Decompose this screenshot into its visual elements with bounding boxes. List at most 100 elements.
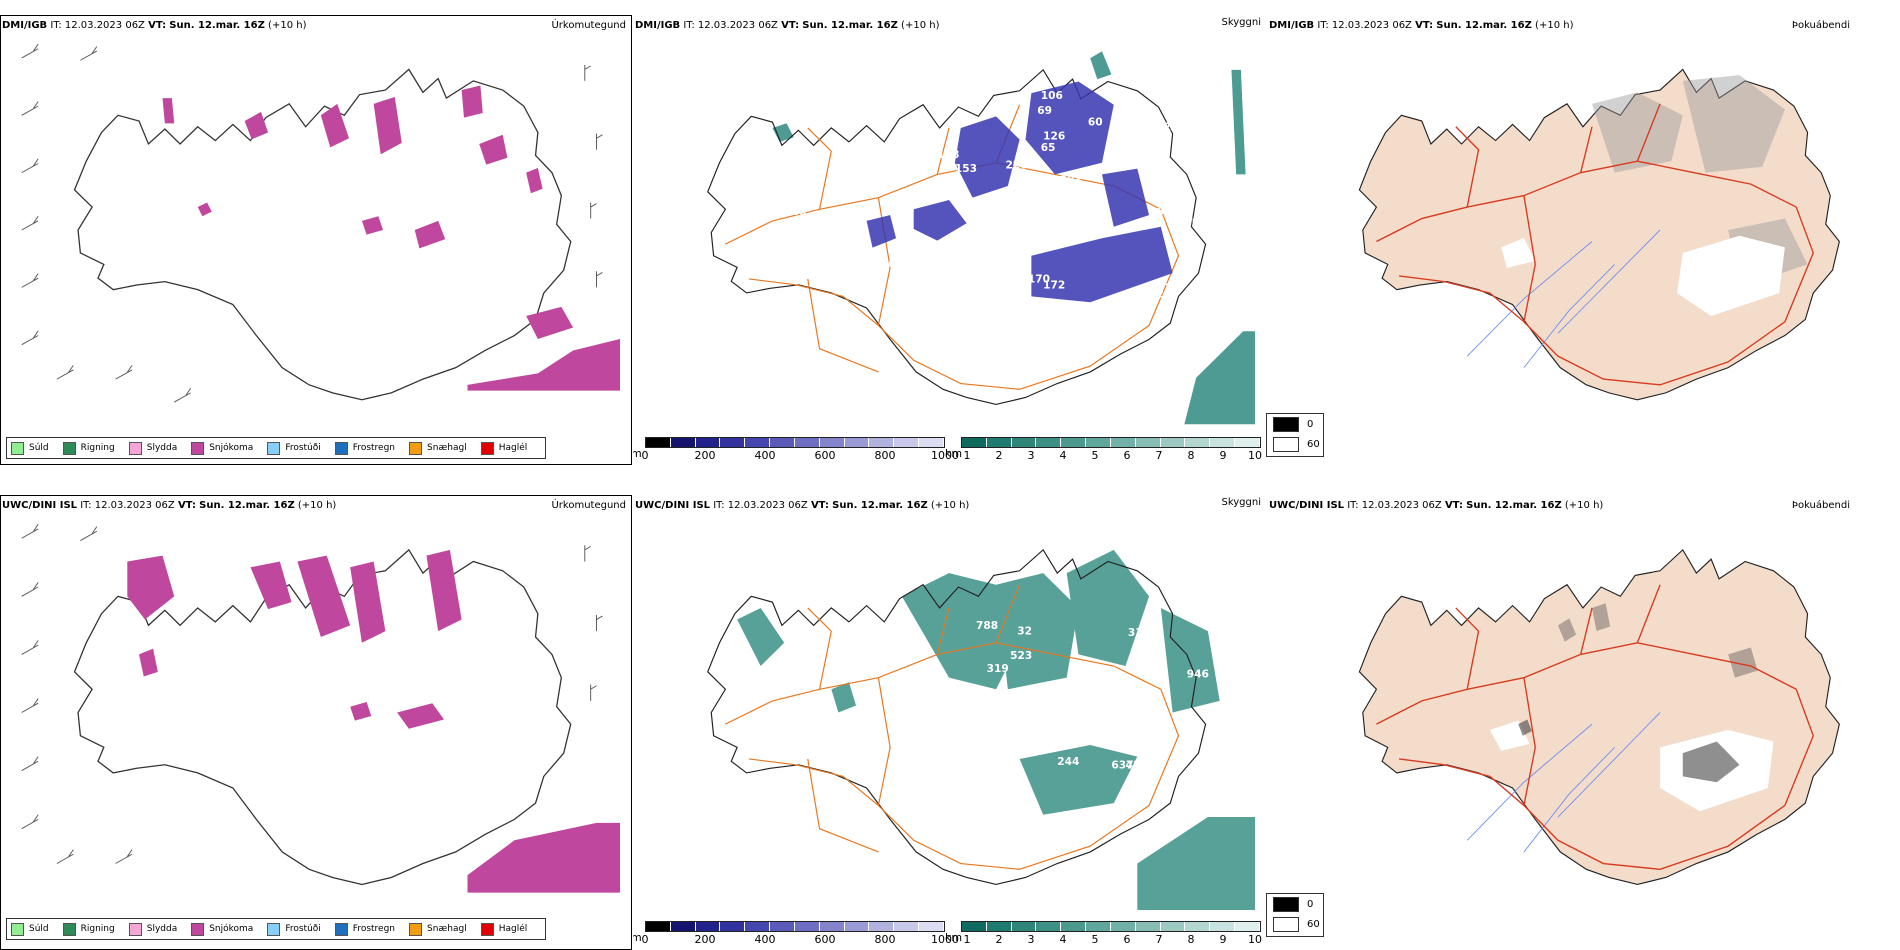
field-title: Úrkomutegund	[551, 500, 626, 511]
panel-header: UWC/DINI ISL IT: 12.03.2023 06Z VT: Sun.…	[1269, 500, 1850, 511]
cloud-base-label: 233	[1155, 179, 1177, 191]
cloud-base-label: 153	[955, 163, 977, 175]
visibility-colorbar: 1 2 3 4 5 6 7 8 9 10 km	[945, 437, 1262, 462]
fog-index-panel-dini: UWC/DINI ISL IT: 12.03.2023 06Z VT: Sun.…	[1267, 480, 1900, 950]
legend-item: Rigning	[62, 441, 115, 455]
legend-item: Haglél	[480, 922, 527, 936]
glaciers	[1489, 720, 1774, 812]
panel-header: DMI/IGB IT: 12.03.2023 06Z VT: Sun. 12.m…	[635, 20, 940, 31]
cloud-base-label: 220	[1005, 160, 1027, 172]
panel-header: DMI/IGB IT: 12.03.2023 06Z VT: Sun. 12.m…	[1269, 20, 1850, 31]
cloud-base-label: 132	[1149, 121, 1171, 133]
wind-barbs	[21, 524, 603, 864]
cloud-base-label: 143	[916, 253, 938, 265]
panel-header: UWC/DINI ISL IT: 12.03.2023 06Z VT: Sun.…	[2, 500, 626, 511]
cloud-base-label: 171	[991, 267, 1013, 279]
cloud-base-label: 411	[1126, 759, 1148, 771]
iceland-precip-map	[21, 524, 620, 893]
cloud-base-label: 196	[874, 258, 896, 270]
field-title: Skyggni	[1221, 497, 1261, 508]
colorbar-tick: 800	[874, 933, 896, 946]
legend-item: Frostúði	[267, 441, 321, 455]
colorbar-unit: m	[633, 447, 642, 460]
legend-item: Snæhagl	[409, 441, 467, 455]
colorbar-tick: 600	[814, 933, 836, 946]
precip-type-legend: Súld Rigning Slydda Snjókoma Frostúði Fr…	[6, 918, 547, 940]
cloud-base-label: 314	[1128, 627, 1150, 639]
colorbar-tick: 9	[1219, 933, 1227, 946]
cloud-base-label: 263	[1137, 73, 1159, 85]
legend-item: Haglél	[480, 441, 527, 455]
fog-index-panel-dmi: DMI/IGB IT: 12.03.2023 06Z VT: Sun. 12.m…	[1267, 0, 1900, 465]
cloud-base-label: 170	[1028, 274, 1050, 286]
cloud-base-label: 231	[998, 198, 1020, 210]
fog-areas	[1557, 603, 1758, 678]
colorbar-tick: 0	[641, 449, 649, 462]
colorbar-tick: 8	[1187, 449, 1195, 462]
field-title: Þokuábendi	[1791, 500, 1850, 511]
panel-header: UWC/DINI ISL IT: 12.03.2023 06Z VT: Sun.…	[635, 500, 970, 511]
colorbar-tick: 8	[1187, 933, 1195, 946]
cloud-base-label: 18	[890, 272, 905, 284]
snow-areas	[127, 549, 620, 893]
fog-legend: 0 60	[1266, 413, 1324, 457]
colorbar-tick: 200	[694, 449, 716, 462]
fog-areas	[1592, 75, 1808, 288]
colorbar-tick: 2	[995, 449, 1003, 462]
visibility-panel-dini: UWC/DINI ISL IT: 12.03.2023 06Z VT: Sun.…	[633, 480, 1265, 950]
cloud-base-label: 340	[1151, 163, 1173, 175]
roads	[1376, 584, 1814, 871]
colorbar-tick: 5	[1091, 933, 1099, 946]
precip-type-panel-dmi: DMI/IGB IT: 12.03.2023 06Z VT: Sun. 12.m…	[0, 0, 632, 465]
cloud-base-label: 268	[1078, 195, 1100, 207]
cloud-base-label: 65	[1041, 142, 1056, 154]
legend-item: Súld	[11, 922, 49, 936]
colorbar-tick: 10	[1248, 933, 1262, 946]
cloud-base-label: 946	[1187, 669, 1209, 681]
cloud-base-label: 77	[976, 241, 991, 253]
cloud-base-label: 523	[1010, 650, 1032, 662]
cloud-base-label: 483	[961, 738, 983, 750]
panel-header: DMI/IGB IT: 12.03.2023 06Z VT: Sun. 12.m…	[2, 20, 626, 31]
legend-item: Snæhagl	[409, 922, 467, 936]
colorbar-unit: m	[633, 931, 642, 944]
wind-barbs	[21, 43, 603, 403]
colorbar-tick: 2	[995, 933, 1003, 946]
cloud-base-label: 319	[987, 663, 1009, 675]
colorbar-tick: 1000	[931, 449, 959, 462]
colorbar-tick: 800	[874, 449, 896, 462]
cloud-base-label: 637	[1111, 759, 1133, 771]
cloud-base-label: 303	[1060, 175, 1082, 187]
colorbar-tick: 4	[1059, 933, 1067, 946]
field-title: Úrkomutegund	[551, 20, 626, 31]
colorbar-unit: km	[945, 447, 963, 460]
low-cloud-areas	[866, 81, 1173, 303]
legend-item: Slydda	[128, 441, 177, 455]
road-network	[725, 584, 1180, 870]
field-title: Þokuábendi	[1791, 20, 1850, 31]
cloud-base-label: 172	[1043, 279, 1065, 291]
iceland-fog-map	[1358, 68, 1840, 401]
cloud-base-label: 104	[1179, 142, 1201, 154]
precip-type-legend: Súld Rigning Slydda Snjókoma Frostúði Fr…	[6, 437, 547, 459]
cloud-base-label: 263	[1008, 256, 1030, 268]
cloud-base-label: 523	[1191, 218, 1213, 230]
glaciers	[1501, 235, 1785, 317]
cloud-base-label: 170	[1196, 174, 1218, 186]
rivers	[1466, 712, 1661, 853]
cloud-base-label: 128	[937, 149, 959, 161]
colorbar-tick: 9	[1219, 449, 1227, 462]
visibility-areas	[737, 549, 1255, 910]
colorbar-tick: 1	[963, 933, 971, 946]
iceland-precip-map	[21, 43, 620, 403]
legend-item: Snjókoma	[191, 922, 253, 936]
roads	[1376, 103, 1814, 386]
cloud-base-label: 160	[1161, 276, 1183, 288]
cloud-base-label: 106	[1041, 90, 1063, 102]
colorbar-unit: km	[945, 931, 963, 944]
colorbar-tick: 4	[1059, 449, 1067, 462]
cloud-base-label: 350	[1002, 244, 1024, 256]
cloud-base-label: 60	[1088, 117, 1103, 129]
legend-item: Slydda	[128, 922, 177, 936]
